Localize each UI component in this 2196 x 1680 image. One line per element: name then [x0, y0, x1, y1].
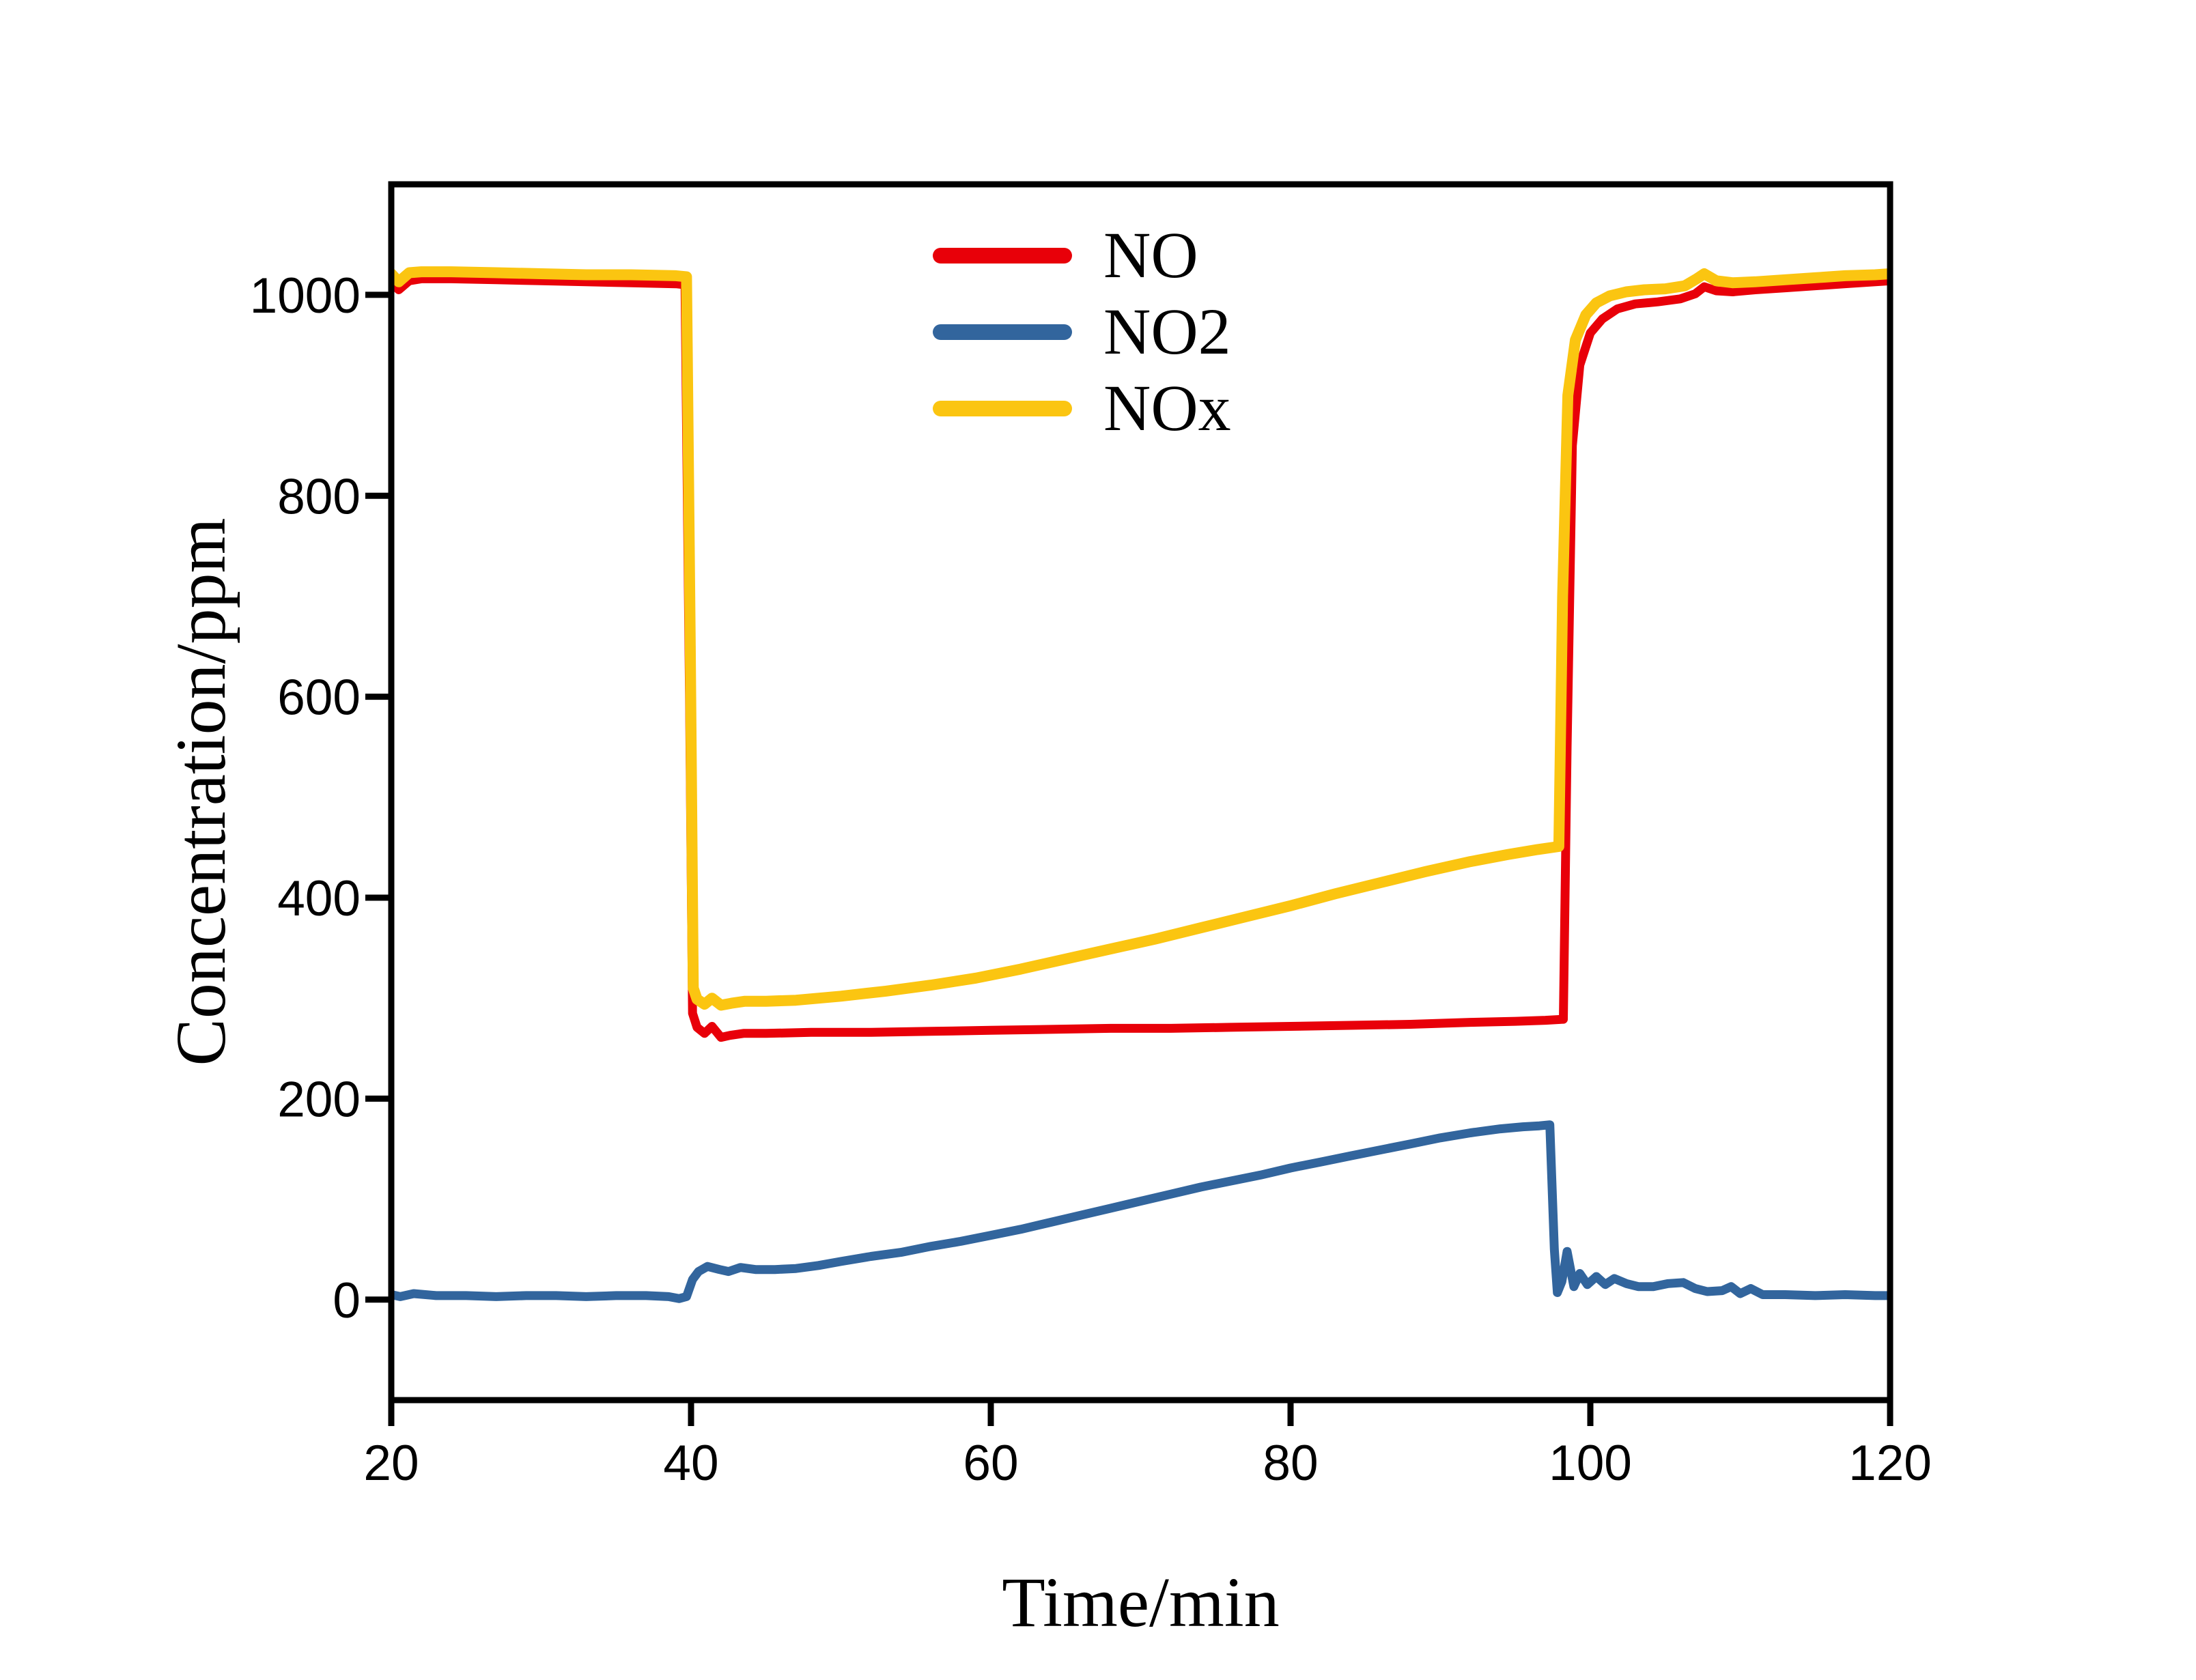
legend-line-no2: [933, 324, 1072, 340]
legend-item-no2: NO2: [933, 294, 1231, 370]
x-tick-label: 100: [1549, 1436, 1632, 1491]
series-line-NOx: [391, 266, 1890, 1011]
x-tick-label: 80: [1263, 1436, 1318, 1491]
y-tick-label: 800: [277, 469, 361, 524]
y-tick-label: 200: [277, 1072, 361, 1127]
x-tick-label: 60: [963, 1436, 1018, 1491]
y-tick-label: 1000: [250, 268, 361, 324]
x-tick-label: 40: [663, 1436, 718, 1491]
y-axis-title: Concentration/ppm: [162, 517, 240, 1066]
legend-line-no: [933, 247, 1072, 264]
plot-frame: [388, 181, 1894, 1404]
series-line-NO2: [391, 1120, 1890, 1303]
legend-label-no: NO: [1103, 218, 1198, 291]
legend-line-nox: [933, 400, 1072, 416]
legend-item-no: NO: [933, 217, 1231, 294]
legend-item-nox: NOx: [933, 370, 1231, 446]
x-tick-label: 20: [363, 1436, 419, 1491]
legend: NO NO2 NOx: [933, 217, 1231, 446]
legend-label-no2: NO2: [1103, 295, 1231, 368]
y-tick-label: 0: [333, 1273, 361, 1328]
y-tick-label: 400: [277, 871, 361, 926]
y-tick-label: 600: [277, 670, 361, 726]
legend-label-nox: NOx: [1103, 371, 1231, 444]
series-line-NO: [391, 274, 1890, 1042]
x-axis-title: Time/min: [1002, 1563, 1280, 1642]
x-tick-label: 120: [1848, 1436, 1932, 1491]
